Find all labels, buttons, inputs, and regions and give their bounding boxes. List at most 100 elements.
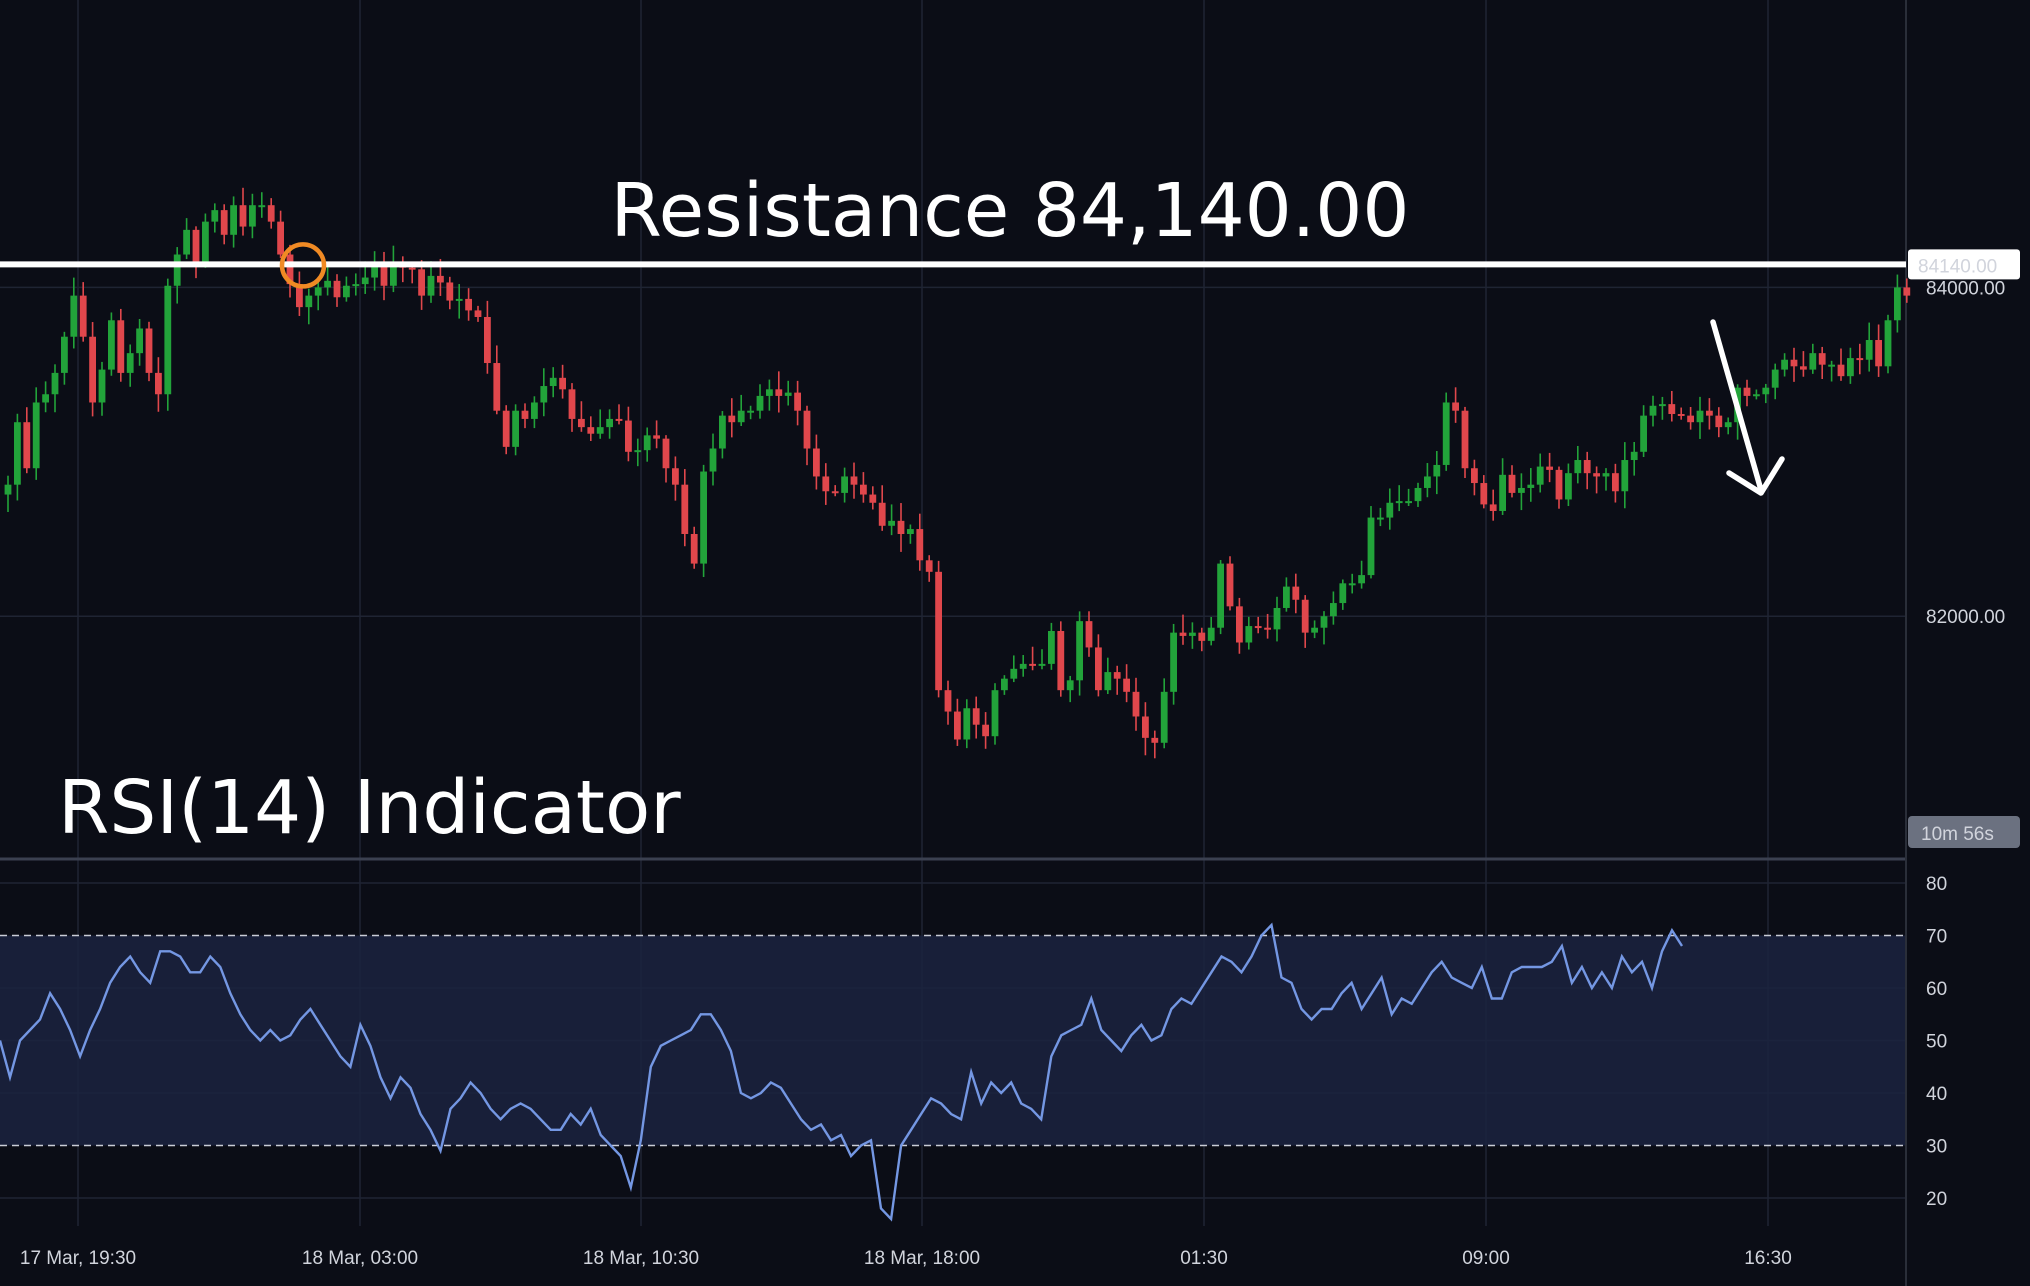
candle [258,192,266,218]
candle-body [352,284,360,287]
candle [1395,485,1403,512]
candle [1724,417,1732,435]
candle-body [925,560,933,572]
candle [1358,560,1365,589]
candle [1414,482,1422,507]
candle [32,387,40,480]
candle-body [89,336,96,403]
candle-body [418,269,425,296]
candle-body [324,280,331,288]
resistance-badge-background [1908,249,2020,280]
candle [1659,396,1666,420]
candle [98,361,106,416]
down-arrow-icon [1710,319,1785,496]
candle-body [1442,402,1450,465]
candle-body [4,484,12,495]
candle [1602,468,1610,491]
candle [1245,616,1253,650]
candle [418,260,425,310]
candle [643,427,651,462]
candle [568,383,576,432]
candle-body [79,295,87,337]
candle-body [1217,563,1224,628]
resistance-badge-label: 84140.00 [1918,256,1997,277]
time-tick-label: 18 Mar, 18:00 [864,1248,980,1269]
candle-body [709,448,717,472]
candle-body [1706,410,1713,416]
candle [51,364,59,413]
candle [1348,573,1356,594]
candle-body [1142,716,1149,738]
candle-body [878,502,886,526]
candle-body [1875,340,1882,367]
candle-body [1762,387,1770,395]
candle [1452,387,1459,423]
candle [1593,466,1600,494]
candle [1066,675,1074,703]
candle [954,698,961,746]
candle [1104,657,1112,695]
rsi-axis[interactable]: 80 70 60 50 40 30 20 [1926,874,1947,1210]
candle-body [1283,586,1290,608]
candle-body [888,520,895,526]
candle [1837,348,1845,381]
candle [1010,655,1018,683]
candle-body [841,476,848,493]
candle [521,403,529,429]
candle [371,251,378,291]
candle [596,409,604,439]
candle [587,416,595,442]
candle [1207,616,1215,646]
candle-body [1424,476,1431,488]
candle-body [803,410,811,449]
candle-body [1696,410,1704,423]
candle [1856,343,1864,375]
time-tick-label: 16:30 [1744,1248,1792,1269]
candle-body [1612,473,1619,492]
candle-body [277,221,284,255]
candle [1518,473,1525,511]
candle-body [502,410,510,447]
rsi-band-fill [0,935,1906,1146]
candle-body [1593,473,1600,477]
candle-body [1010,668,1018,679]
candle-body [192,229,200,263]
candle [333,274,341,307]
candle-body [549,377,557,387]
candle [803,405,811,466]
candle-body [14,422,21,485]
candle [390,245,397,293]
time-tick-label: 09:00 [1462,1248,1510,1269]
candle-body [1113,672,1121,679]
candle [1292,573,1300,614]
candle [1480,475,1488,509]
candle-body [267,205,275,222]
candle [1113,665,1121,695]
candle [343,276,350,302]
candle [1790,347,1798,382]
candle [1536,453,1544,493]
candle [794,380,801,426]
candle-body [568,389,576,419]
candle [1875,324,1882,377]
candle-body [1781,359,1788,370]
rsi-tick-label: 50 [1926,1032,1947,1053]
candle [982,712,989,749]
candle [1386,488,1394,530]
candle-body [1800,366,1807,370]
candle-body [1865,340,1873,360]
candle [1612,463,1619,503]
candle-body [1856,358,1864,361]
candle-body [42,394,49,403]
price-axis[interactable]: 84000.00 82000.00 [1926,278,2005,628]
candle [831,485,839,497]
time-axis[interactable]: 17 Mar, 19:30 18 Mar, 03:00 18 Mar, 10:30 1… [20,1248,1792,1269]
candle-body [1330,603,1337,617]
candle [1377,507,1384,527]
candle [850,462,858,499]
candle-body [1405,501,1412,504]
candle [249,193,256,239]
candle-body [1001,678,1008,691]
candle [888,504,895,536]
candle [841,467,848,503]
